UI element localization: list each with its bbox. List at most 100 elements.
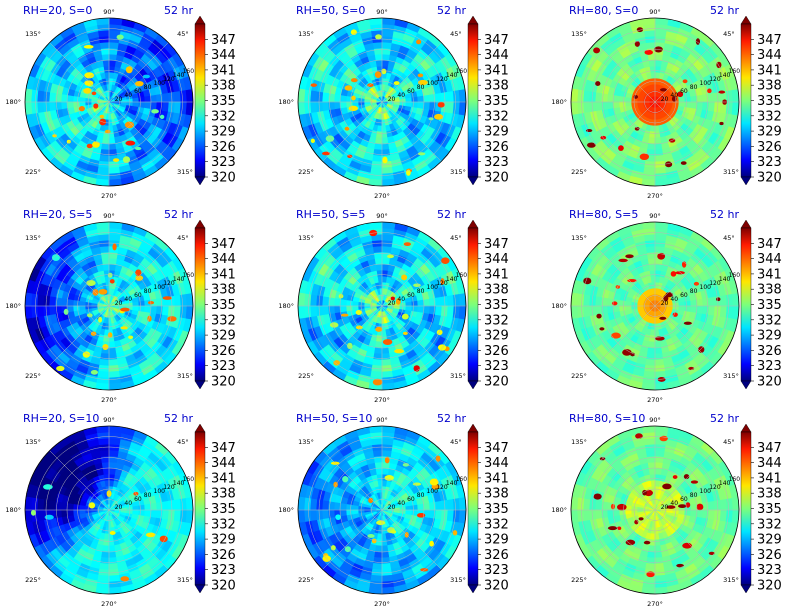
convective-cell bbox=[310, 138, 315, 143]
angle-tick-label: 225° bbox=[25, 372, 41, 380]
heatmap-cell bbox=[25, 88, 33, 103]
colorbar-tick-label: 338 bbox=[757, 283, 782, 298]
angle-tick-label: 180° bbox=[551, 98, 567, 106]
colorbar-tick-label: 320 bbox=[484, 171, 509, 186]
heatmap-cell bbox=[373, 455, 383, 463]
heatmap-cell bbox=[684, 305, 692, 312]
angle-tick-label: 270° bbox=[374, 192, 390, 200]
angle-tick-label: 135° bbox=[298, 234, 314, 242]
heatmap-cell bbox=[373, 47, 383, 55]
grid-spoke bbox=[595, 42, 656, 103]
colorbar-tick-label: 326 bbox=[757, 140, 782, 155]
convective-cell bbox=[83, 87, 92, 94]
heatmap-cell bbox=[108, 449, 119, 457]
convective-cell bbox=[142, 74, 150, 79]
angle-tick-label: 270° bbox=[101, 396, 117, 404]
heatmap-cell bbox=[333, 94, 341, 103]
convective-cell bbox=[88, 502, 96, 509]
convective-cell bbox=[116, 34, 124, 40]
colorbar-tick-label: 335 bbox=[484, 298, 509, 313]
angle-tick-label: 45° bbox=[177, 234, 189, 242]
colorbar-tick-label: 332 bbox=[757, 109, 782, 124]
panel-7: 204060801001201401600°45°90°135°180°225°… bbox=[5, 412, 236, 608]
heatmap-cell bbox=[381, 257, 390, 265]
heatmap-cell bbox=[72, 504, 80, 511]
heatmap-cell bbox=[108, 149, 118, 157]
heatmap-cell bbox=[429, 305, 437, 315]
convective-cell bbox=[107, 272, 113, 278]
heatmap-cell bbox=[108, 479, 115, 487]
radial-tick-label: 20 bbox=[388, 300, 396, 307]
heatmap-cell bbox=[132, 305, 140, 312]
heatmap-cell bbox=[702, 93, 710, 103]
grid-spoke bbox=[654, 101, 715, 162]
convective-cell bbox=[636, 27, 644, 33]
heatmap-cell bbox=[423, 94, 431, 103]
heatmap-cell bbox=[374, 53, 383, 61]
angle-tick-label: 90° bbox=[103, 416, 115, 424]
convective-cell bbox=[403, 242, 411, 247]
colorbar-tick-label: 338 bbox=[757, 79, 782, 94]
heatmap-cell bbox=[108, 41, 119, 49]
angle-tick-label: 225° bbox=[298, 168, 314, 176]
heatmap-cell bbox=[600, 305, 608, 315]
radial-tick-label: 60 bbox=[680, 292, 688, 299]
convective-cell bbox=[675, 271, 685, 275]
heatmap-cell bbox=[100, 251, 110, 259]
heatmap-cell bbox=[381, 18, 396, 26]
convective-cell bbox=[122, 156, 131, 164]
convective-cell bbox=[639, 153, 650, 161]
convective-cell bbox=[151, 109, 159, 114]
heatmap-cell bbox=[100, 47, 110, 55]
heatmap-cell bbox=[327, 501, 335, 511]
heatmap-cell bbox=[99, 41, 110, 49]
angle-tick-label: 135° bbox=[25, 30, 41, 38]
heatmap-cell bbox=[99, 155, 110, 163]
heatmap-cell bbox=[162, 92, 170, 103]
colorbar-tick-label: 326 bbox=[484, 344, 509, 359]
angle-tick-label: 45° bbox=[450, 234, 462, 242]
heatmap-cell bbox=[373, 149, 383, 157]
heatmap-cell bbox=[435, 92, 443, 103]
radial-tick-label: 120 bbox=[163, 76, 175, 83]
heatmap-cell bbox=[381, 551, 390, 559]
heatmap-cell bbox=[696, 101, 704, 110]
heatmap-cell bbox=[339, 95, 347, 103]
heatmap-cell bbox=[351, 300, 359, 307]
heatmap-cell bbox=[156, 509, 164, 519]
convective-cell bbox=[600, 135, 607, 140]
convective-cell bbox=[340, 313, 349, 317]
convective-cell bbox=[586, 142, 596, 148]
radial-tick-label: 120 bbox=[436, 76, 448, 83]
angle-tick-label: 180° bbox=[5, 98, 21, 106]
heatmap-cell bbox=[373, 251, 383, 259]
colorbar-tick-label: 347 bbox=[757, 237, 782, 252]
heatmap-cell bbox=[351, 504, 359, 511]
convective-cell bbox=[159, 114, 165, 119]
panel-2: 204060801001201401600°45°90°135°180°225°… bbox=[278, 4, 509, 200]
convective-cell bbox=[350, 29, 357, 35]
colorbar-tick-label: 335 bbox=[211, 94, 236, 109]
radial-tick-label: 20 bbox=[388, 96, 396, 103]
heatmap-cell bbox=[108, 59, 116, 67]
colorbar-tick-label: 347 bbox=[484, 237, 509, 252]
heatmap-cell bbox=[333, 305, 341, 314]
convective-cell bbox=[718, 90, 726, 94]
angle-tick-label: 315° bbox=[723, 168, 739, 176]
angle-tick-label: 315° bbox=[177, 372, 193, 380]
colorbar-tick-label: 344 bbox=[757, 48, 782, 63]
heatmap-cell bbox=[654, 347, 663, 355]
convective-cell bbox=[355, 310, 362, 316]
heatmap-cell bbox=[618, 300, 626, 307]
colorbar-gradient bbox=[194, 431, 206, 586]
panel-title: RH=80, S=0 bbox=[569, 4, 638, 17]
radial-tick-label: 40 bbox=[670, 296, 678, 303]
convective-cell bbox=[321, 151, 331, 156]
heatmap-cell bbox=[138, 101, 146, 108]
panel-time-label: 52 hr bbox=[164, 208, 193, 221]
convective-cell bbox=[434, 113, 444, 120]
colorbar-tick-label: 323 bbox=[211, 155, 236, 170]
convective-cell bbox=[716, 297, 721, 302]
heatmap-cell bbox=[150, 305, 158, 314]
